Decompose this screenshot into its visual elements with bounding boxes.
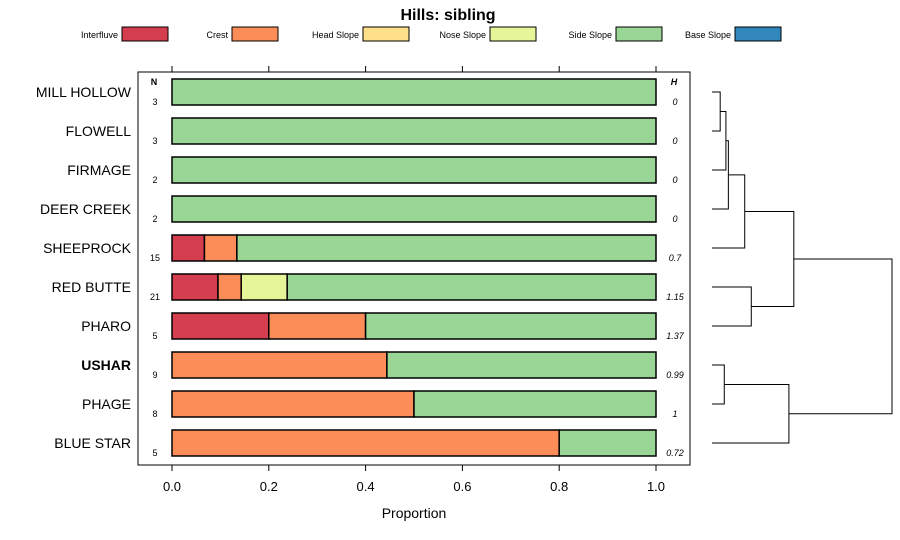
n-value-flowell: 3 <box>152 136 157 146</box>
n-value-pharo: 5 <box>152 331 157 341</box>
row-label-pharo: PHARO <box>81 318 131 334</box>
row-label-firmage: FIRMAGE <box>67 162 131 178</box>
legend: Interfluve Crest Head Slope Nose Slope Side … <box>81 26 782 42</box>
dendrogram <box>712 91 893 444</box>
h-value-firmage: 0 <box>672 175 677 185</box>
legend-label-side-slope: Side Slope <box>568 30 612 40</box>
dendrogram-branch-5 <box>744 210 795 307</box>
x-tick-label-3: 0.6 <box>453 479 471 494</box>
h-value-pharo: 1.37 <box>666 331 685 341</box>
n-value-sheeprock: 15 <box>150 253 160 263</box>
rows: MILL HOLLOW 3 0 FLOWELL 3 0 FIRMAGE 2 0 DEER CREE… <box>36 78 685 458</box>
n-value-firmage: 2 <box>152 175 157 185</box>
dendrogram-branch-7 <box>712 384 790 444</box>
legend-label-crest: Crest <box>206 30 228 40</box>
plot-frame <box>137 71 691 466</box>
bar-segment-ushar-side-slope <box>386 351 657 379</box>
row-label-deer-creek: DEER CREEK <box>40 201 132 217</box>
n-value-blue-star: 5 <box>152 448 157 458</box>
chart-title: Hills: sibling <box>400 7 495 24</box>
h-value-mill-hollow: 0 <box>672 97 677 107</box>
n-column-header: N <box>151 77 158 87</box>
legend-label-base-slope: Base Slope <box>685 30 731 40</box>
bar-segment-deer-creek-side-slope <box>171 195 657 223</box>
x-tick-label-2: 0.4 <box>357 479 375 494</box>
row-label-flowell: FLOWELL <box>66 123 132 139</box>
h-value-ushar: 0.99 <box>666 370 684 380</box>
bar-segment-red-butte-crest <box>217 273 242 301</box>
h-value-deer-creek: 0 <box>672 214 677 224</box>
bar-segment-mill-hollow-side-slope <box>171 78 657 106</box>
h-value-sheeprock: 0.7 <box>669 253 683 263</box>
bar-segment-sheeprock-side-slope <box>236 234 657 262</box>
bar-segment-firmage-side-slope <box>171 156 657 184</box>
bar-segment-pharo-side-slope <box>364 312 657 340</box>
bar-segment-phage-side-slope <box>413 390 657 418</box>
h-value-phage: 1 <box>672 409 677 419</box>
n-value-mill-hollow: 3 <box>152 97 157 107</box>
n-value-phage: 8 <box>152 409 157 419</box>
dendrogram-branch-8 <box>788 258 893 415</box>
bar-segment-pharo-crest <box>268 312 367 340</box>
legend-swatch-base-slope <box>734 26 782 42</box>
row-label-mill-hollow: MILL HOLLOW <box>36 84 132 100</box>
x-tick-label-1: 0.2 <box>260 479 278 494</box>
legend-label-head-slope: Head Slope <box>312 30 359 40</box>
dendrogram-branch-1 <box>712 111 727 171</box>
h-value-blue-star: 0.72 <box>666 448 684 458</box>
x-tick-label-5: 1.0 <box>647 479 665 494</box>
x-axis: 0.0 0.2 0.4 0.6 0.8 1.0 <box>163 66 665 494</box>
legend-swatch-interfluve <box>121 26 169 42</box>
n-value-red-butte: 21 <box>150 292 160 302</box>
row-label-phage: PHAGE <box>82 396 131 412</box>
dendrogram-branch-6 <box>712 364 725 405</box>
x-tick-label-4: 0.8 <box>550 479 568 494</box>
legend-swatch-side-slope <box>615 26 663 42</box>
x-axis-label: Proportion <box>382 505 447 521</box>
h-column-header: H <box>671 77 678 87</box>
bar-segment-blue-star-crest <box>171 429 560 457</box>
bar-segment-flowell-side-slope <box>171 117 657 145</box>
h-value-flowell: 0 <box>672 136 677 146</box>
bar-segment-phage-crest <box>171 390 415 418</box>
legend-label-nose-slope: Nose Slope <box>439 30 486 40</box>
bar-segment-red-butte-nose-slope <box>240 273 288 301</box>
bar-segment-red-butte-interfluve <box>171 273 219 301</box>
legend-label-interfluve: Interfluve <box>81 30 118 40</box>
bar-segment-pharo-interfluve <box>171 312 270 340</box>
bar-segment-sheeprock-interfluve <box>171 234 206 262</box>
dendrogram-branch-0 <box>712 91 721 132</box>
legend-swatch-crest <box>231 26 279 42</box>
n-value-deer-creek: 2 <box>152 214 157 224</box>
bar-segment-blue-star-side-slope <box>558 429 657 457</box>
h-value-red-butte: 1.15 <box>666 292 685 302</box>
legend-swatch-head-slope <box>362 26 410 42</box>
bar-segment-sheeprock-crest <box>203 234 238 262</box>
row-label-red-butte: RED BUTTE <box>52 279 131 295</box>
legend-swatch-nose-slope <box>489 26 537 42</box>
dendrogram-branch-4 <box>712 286 752 327</box>
x-tick-label-0: 0.0 <box>163 479 181 494</box>
bar-segment-red-butte-side-slope <box>286 273 657 301</box>
row-label-sheeprock: SHEEPROCK <box>43 240 132 256</box>
row-label-blue-star: BLUE STAR <box>54 435 131 451</box>
bar-segment-ushar-crest <box>171 351 388 379</box>
row-label-ushar: USHAR <box>81 357 131 373</box>
n-value-ushar: 9 <box>152 370 157 380</box>
